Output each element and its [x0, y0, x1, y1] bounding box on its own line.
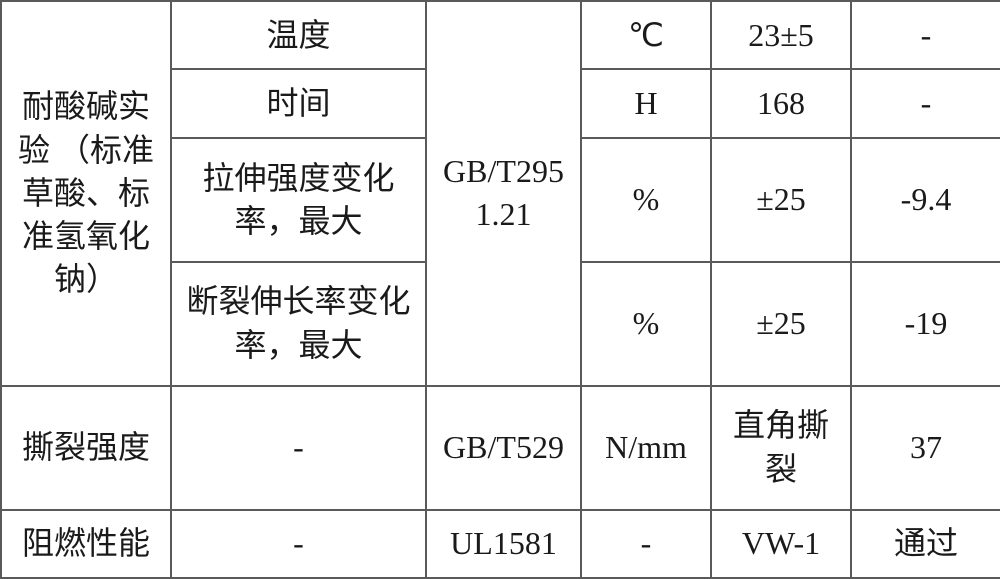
- table-row: 撕裂强度 - GB/T529 N/mm 直角撕裂 37: [1, 386, 1000, 510]
- unit-cell: %: [581, 138, 711, 262]
- table-row: 耐酸碱实验 （标准草酸、标准氢氧化钠） 温度 GB/T2951.21 ℃ 23±…: [1, 1, 1000, 69]
- result-cell: -: [851, 69, 1000, 137]
- spec-cell: 168: [711, 69, 851, 137]
- result-cell: 37: [851, 386, 1000, 510]
- group-label-acid-alkali: 耐酸碱实验 （标准草酸、标准氢氧化钠）: [1, 1, 171, 386]
- param-cell: 温度: [171, 1, 426, 69]
- spec-cell: ±25: [711, 138, 851, 262]
- spec-cell: 23±5: [711, 1, 851, 69]
- result-cell: -9.4: [851, 138, 1000, 262]
- spec-cell: VW-1: [711, 510, 851, 578]
- row-label-flame: 阻燃性能: [1, 510, 171, 578]
- result-cell: -19: [851, 262, 1000, 386]
- spec-cell: 直角撕裂: [711, 386, 851, 510]
- row-label-tear: 撕裂强度: [1, 386, 171, 510]
- param-cell: 时间: [171, 69, 426, 137]
- unit-cell: %: [581, 262, 711, 386]
- table-row: 阻燃性能 - UL1581 - VW-1 通过: [1, 510, 1000, 578]
- param-cell: -: [171, 386, 426, 510]
- standard-cell: GB/T2951.21: [426, 1, 581, 386]
- standard-cell: GB/T529: [426, 386, 581, 510]
- spec-cell: ±25: [711, 262, 851, 386]
- param-cell: 断裂伸长率变化率，最大: [171, 262, 426, 386]
- spec-table: 耐酸碱实验 （标准草酸、标准氢氧化钠） 温度 GB/T2951.21 ℃ 23±…: [0, 0, 1000, 579]
- standard-cell: UL1581: [426, 510, 581, 578]
- param-cell: -: [171, 510, 426, 578]
- param-cell: 拉伸强度变化率，最大: [171, 138, 426, 262]
- unit-cell: H: [581, 69, 711, 137]
- unit-cell: N/mm: [581, 386, 711, 510]
- result-cell: 通过: [851, 510, 1000, 578]
- result-cell: -: [851, 1, 1000, 69]
- unit-cell: ℃: [581, 1, 711, 69]
- unit-cell: -: [581, 510, 711, 578]
